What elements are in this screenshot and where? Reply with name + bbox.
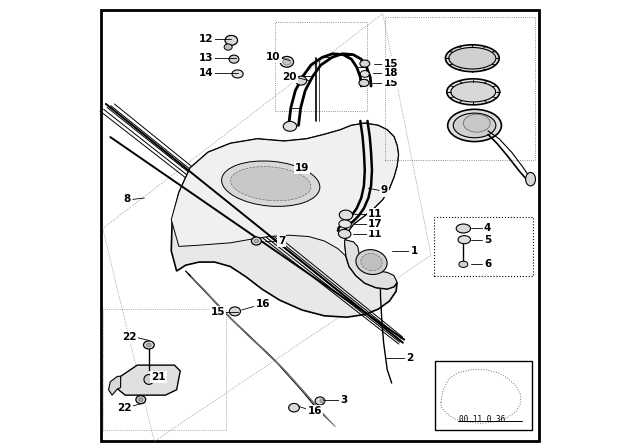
Ellipse shape bbox=[448, 109, 502, 142]
Ellipse shape bbox=[284, 121, 297, 131]
Ellipse shape bbox=[225, 35, 237, 45]
Text: 22: 22 bbox=[117, 403, 131, 413]
Ellipse shape bbox=[229, 307, 241, 316]
Ellipse shape bbox=[359, 79, 369, 86]
Text: 4: 4 bbox=[484, 224, 492, 233]
Text: 11: 11 bbox=[368, 209, 383, 219]
Text: 20: 20 bbox=[282, 72, 297, 82]
Ellipse shape bbox=[224, 44, 232, 50]
Ellipse shape bbox=[136, 396, 146, 404]
Text: 11: 11 bbox=[368, 229, 383, 239]
Ellipse shape bbox=[252, 237, 261, 245]
Ellipse shape bbox=[339, 220, 351, 228]
Text: 19: 19 bbox=[295, 163, 309, 173]
Polygon shape bbox=[344, 240, 397, 289]
Ellipse shape bbox=[447, 79, 500, 105]
Text: 21: 21 bbox=[152, 372, 166, 382]
Ellipse shape bbox=[445, 45, 499, 72]
Ellipse shape bbox=[320, 399, 324, 403]
Text: 16: 16 bbox=[307, 406, 322, 416]
Ellipse shape bbox=[230, 167, 311, 201]
Ellipse shape bbox=[458, 236, 470, 244]
Polygon shape bbox=[109, 376, 120, 395]
Ellipse shape bbox=[254, 239, 259, 243]
Polygon shape bbox=[172, 123, 398, 256]
Ellipse shape bbox=[463, 114, 490, 132]
Bar bbox=[385, 17, 534, 160]
Text: 2: 2 bbox=[406, 353, 413, 363]
Ellipse shape bbox=[453, 113, 496, 138]
Ellipse shape bbox=[525, 172, 536, 186]
Text: 15: 15 bbox=[383, 78, 398, 88]
Text: 1: 1 bbox=[410, 246, 418, 256]
Ellipse shape bbox=[360, 70, 369, 77]
Ellipse shape bbox=[361, 254, 382, 271]
Bar bbox=[275, 22, 367, 111]
Ellipse shape bbox=[221, 161, 320, 207]
Polygon shape bbox=[118, 365, 180, 395]
Ellipse shape bbox=[459, 261, 468, 267]
Text: 14: 14 bbox=[199, 69, 214, 78]
Text: 5: 5 bbox=[484, 235, 491, 245]
Ellipse shape bbox=[144, 375, 154, 384]
Ellipse shape bbox=[229, 55, 239, 63]
Ellipse shape bbox=[138, 398, 143, 401]
Text: 8: 8 bbox=[124, 194, 131, 204]
Ellipse shape bbox=[339, 210, 353, 220]
Text: 17: 17 bbox=[368, 219, 383, 229]
Ellipse shape bbox=[356, 250, 387, 275]
Ellipse shape bbox=[289, 403, 300, 412]
Polygon shape bbox=[172, 123, 398, 317]
Text: 10: 10 bbox=[266, 52, 281, 62]
Text: 15: 15 bbox=[211, 307, 225, 317]
Text: 6: 6 bbox=[484, 259, 491, 269]
Bar bbox=[435, 361, 532, 430]
Ellipse shape bbox=[456, 224, 470, 233]
Text: 15: 15 bbox=[383, 59, 398, 69]
Ellipse shape bbox=[315, 397, 325, 405]
Ellipse shape bbox=[296, 76, 307, 85]
Text: 3: 3 bbox=[340, 395, 348, 405]
Ellipse shape bbox=[339, 229, 351, 238]
Ellipse shape bbox=[280, 56, 294, 67]
Ellipse shape bbox=[147, 343, 151, 347]
Ellipse shape bbox=[232, 70, 243, 78]
Ellipse shape bbox=[449, 47, 496, 69]
Text: 16: 16 bbox=[255, 299, 270, 309]
Text: 9: 9 bbox=[381, 185, 388, 195]
Text: 7: 7 bbox=[278, 236, 285, 246]
Ellipse shape bbox=[451, 82, 495, 102]
Bar bbox=[102, 309, 226, 430]
Text: 22: 22 bbox=[122, 332, 136, 342]
Ellipse shape bbox=[283, 59, 291, 65]
Text: 13: 13 bbox=[199, 53, 214, 63]
Text: 18: 18 bbox=[383, 69, 398, 78]
Ellipse shape bbox=[360, 60, 370, 67]
Bar bbox=[435, 217, 532, 276]
Text: 12: 12 bbox=[199, 34, 214, 44]
Ellipse shape bbox=[143, 341, 154, 349]
Text: 00 11 0 36: 00 11 0 36 bbox=[459, 415, 505, 424]
